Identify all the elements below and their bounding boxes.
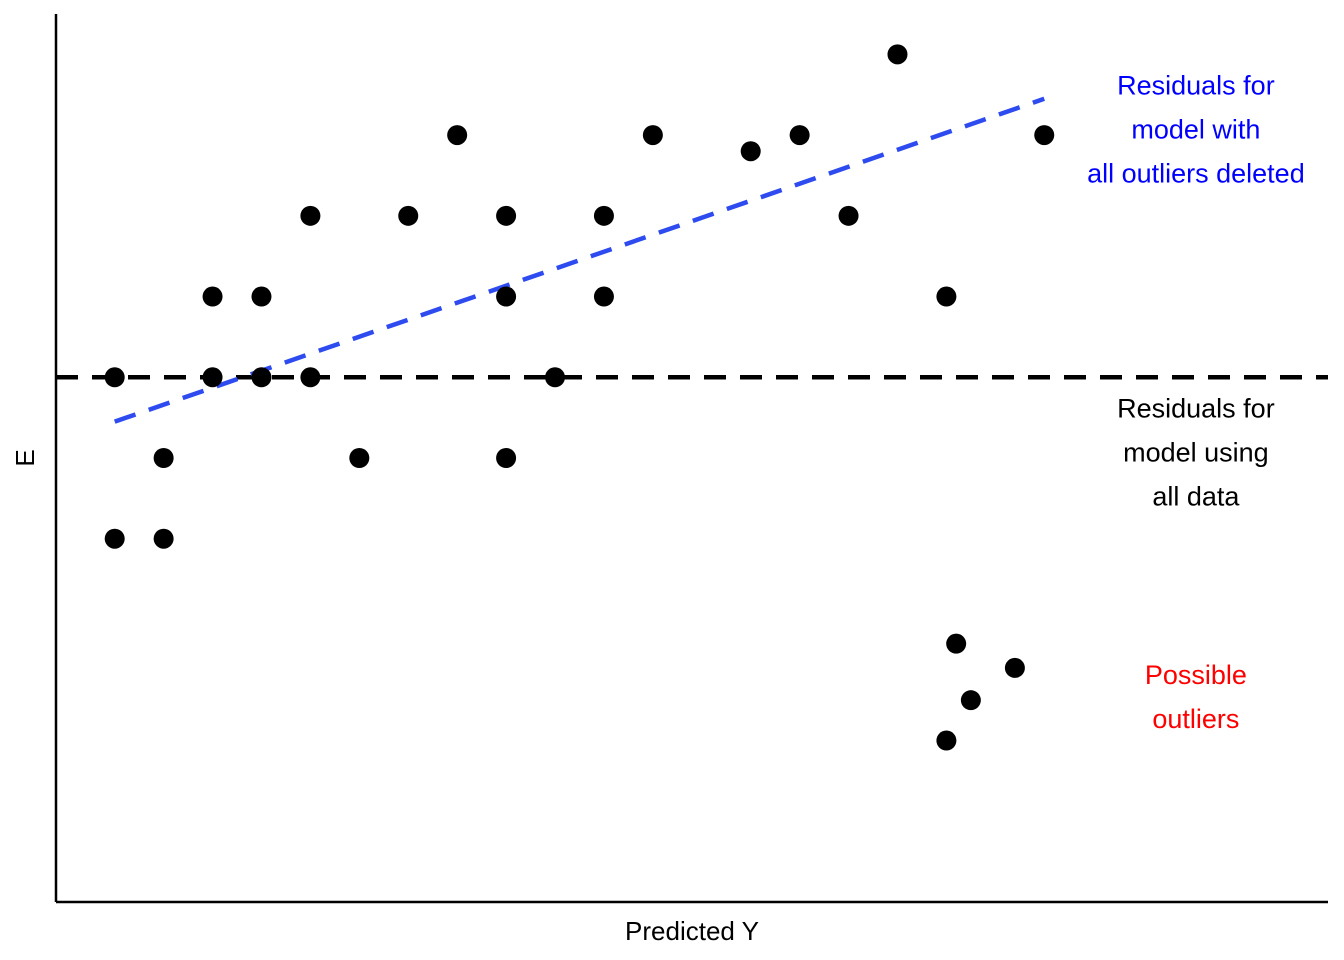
data-point [496,286,517,307]
y-axis-label: E [10,449,40,466]
data-point [593,286,614,307]
annotation-line: all outliers deleted [1087,159,1305,189]
annotation-line: model using [1123,438,1269,468]
annotation-line: model with [1131,115,1260,145]
data-point [398,205,419,226]
annotation-line: outliers [1152,704,1239,734]
data-point [496,205,517,226]
data-point [202,367,223,388]
data-point [104,367,125,388]
annotation-line: Possible [1145,660,1247,690]
data-point [496,448,517,468]
data-point [936,286,957,307]
data-point [447,125,468,146]
annotation: Residuals for model with all outliers dele… [1087,71,1305,189]
data-point [545,367,566,388]
x-axis-label: Predicted Y [625,916,759,946]
annotation-line: Residuals for [1117,71,1275,101]
data-point [251,286,272,307]
outlier-point [936,730,957,751]
annotation-line: all data [1152,482,1240,512]
outlier-point [946,633,967,654]
annotation-line: Residuals for [1117,394,1275,424]
data-point [1034,125,1055,146]
outlier-points [936,633,1025,751]
outlier-point [960,690,981,711]
data-point [740,141,761,162]
data-point [887,44,908,65]
annotation: Possible outliers [1145,660,1247,734]
data-point [300,205,321,226]
data-point [202,286,223,307]
data-points [104,44,1055,549]
data-point [789,125,810,146]
data-point [838,205,859,226]
data-point [642,125,663,146]
annotations: Residuals for model with all outliers dele… [1087,71,1305,734]
data-point [153,448,174,468]
axis-labels: Predicted Y E [10,449,759,946]
data-point [300,367,321,388]
reference-lines [56,96,1328,424]
data-point [104,528,125,549]
data-point [251,367,272,388]
reference-line-outliers-deleted [113,96,1045,424]
annotation: Residuals for model using all data [1117,394,1275,512]
axes [54,14,1328,904]
data-point [153,528,174,549]
outlier-point [1004,657,1025,678]
data-point [593,205,614,226]
data-point [349,448,370,468]
